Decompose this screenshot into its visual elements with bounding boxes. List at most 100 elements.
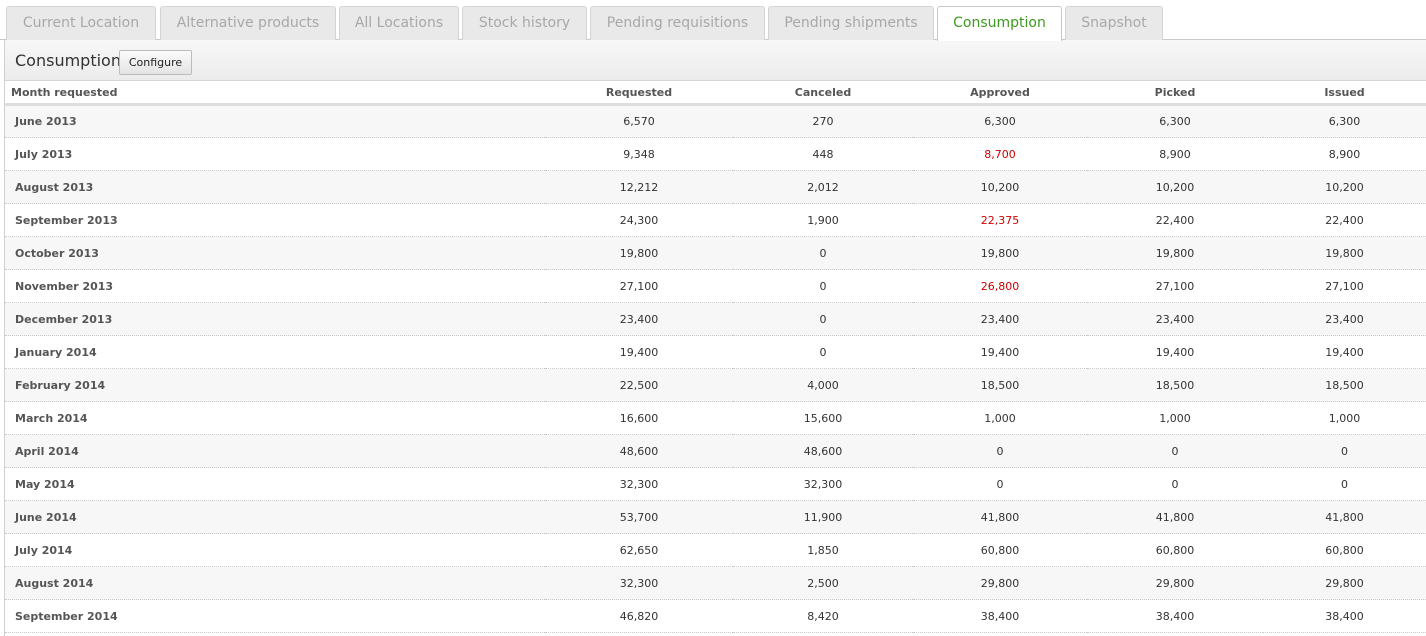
cell-picked: 10,200 (1087, 170, 1263, 204)
cell-month: April 2014 (5, 434, 545, 468)
cell-issued: 0 (1263, 434, 1426, 468)
table-row: September 2013 24,300 1,900 22,375 22,400 22,… (5, 203, 1426, 237)
cell-approved: 29,800 (913, 566, 1087, 600)
configure-button[interactable]: Configure (119, 50, 192, 75)
cell-canceled: 0 (733, 269, 913, 303)
cell-approved: 8,700 (913, 137, 1087, 171)
cell-canceled: 0 (733, 335, 913, 369)
cell-requested: 46,820 (545, 599, 733, 633)
cell-picked: 29,800 (1087, 566, 1263, 600)
cell-issued: 60,800 (1263, 533, 1426, 567)
column-header-issued[interactable]: Issued (1263, 81, 1426, 106)
cell-picked: 19,800 (1087, 236, 1263, 270)
cell-approved: 10,200 (913, 170, 1087, 204)
cell-picked: 22,400 (1087, 203, 1263, 237)
cell-requested: 6,570 (545, 104, 733, 138)
cell-approved: 18,500 (913, 368, 1087, 402)
cell-month: May 2014 (5, 467, 545, 501)
cell-picked: 18,500 (1087, 368, 1263, 402)
cell-approved: 0 (913, 434, 1087, 468)
cell-canceled: 48,600 (733, 434, 913, 468)
cell-month: February 2014 (5, 368, 545, 402)
cell-picked: 0 (1087, 467, 1263, 501)
consumption-table: Month requested Requested Canceled Appro… (5, 81, 1426, 633)
cell-requested: 24,300 (545, 203, 733, 237)
tab-consumption[interactable]: Consumption (937, 6, 1062, 41)
table-row: March 2014 16,600 15,600 1,000 1,000 1,000 (5, 401, 1426, 435)
cell-month: September 2014 (5, 599, 545, 633)
cell-issued: 18,500 (1263, 368, 1426, 402)
tab-all-locations[interactable]: All Locations (339, 6, 459, 40)
table-body: June 2013 6,570 270 6,300 6,300 6,300 July 201… (5, 104, 1426, 633)
cell-requested: 16,600 (545, 401, 733, 435)
cell-picked: 23,400 (1087, 302, 1263, 336)
cell-month: August 2013 (5, 170, 545, 204)
cell-approved: 19,800 (913, 236, 1087, 270)
cell-issued: 1,000 (1263, 401, 1426, 435)
tab-snapshot[interactable]: Snapshot (1065, 6, 1163, 40)
cell-issued: 19,400 (1263, 335, 1426, 369)
cell-approved: 23,400 (913, 302, 1087, 336)
cell-issued: 0 (1263, 467, 1426, 501)
table-row: June 2014 53,700 11,900 41,800 41,800 41,800 (5, 500, 1426, 534)
tab-alternative-products[interactable]: Alternative products (160, 6, 336, 40)
cell-issued: 10,200 (1263, 170, 1426, 204)
cell-requested: 48,600 (545, 434, 733, 468)
cell-requested: 32,300 (545, 566, 733, 600)
cell-requested: 27,100 (545, 269, 733, 303)
column-header-requested[interactable]: Requested (545, 81, 733, 106)
cell-month: December 2013 (5, 302, 545, 336)
cell-requested: 19,800 (545, 236, 733, 270)
table-row: July 2014 62,650 1,850 60,800 60,800 60,800 (5, 533, 1426, 567)
table-row: September 2014 46,820 8,420 38,400 38,400 38,… (5, 599, 1426, 633)
column-header-month-requested[interactable]: Month requested (5, 81, 545, 106)
cell-requested: 23,400 (545, 302, 733, 336)
cell-picked: 6,300 (1087, 104, 1263, 138)
cell-canceled: 11,900 (733, 500, 913, 534)
cell-issued: 38,400 (1263, 599, 1426, 633)
cell-approved: 19,400 (913, 335, 1087, 369)
table-row: July 2013 9,348 448 8,700 8,900 8,900 (5, 137, 1426, 171)
cell-approved: 26,800 (913, 269, 1087, 303)
tab-current-location[interactable]: Current Location (6, 6, 156, 40)
cell-month: June 2013 (5, 104, 545, 138)
column-header-picked[interactable]: Picked (1087, 81, 1263, 106)
cell-canceled: 2,012 (733, 170, 913, 204)
cell-canceled: 0 (733, 236, 913, 270)
column-header-approved[interactable]: Approved (913, 81, 1087, 106)
cell-requested: 22,500 (545, 368, 733, 402)
cell-issued: 6,300 (1263, 104, 1426, 138)
cell-canceled: 1,850 (733, 533, 913, 567)
cell-canceled: 8,420 (733, 599, 913, 633)
table-row: May 2014 32,300 32,300 0 0 0 (5, 467, 1426, 501)
panel-header: Consumption Configure (5, 40, 1426, 81)
cell-requested: 9,348 (545, 137, 733, 171)
cell-approved: 22,375 (913, 203, 1087, 237)
cell-picked: 41,800 (1087, 500, 1263, 534)
table-row: November 2013 27,100 0 26,800 27,100 27,100 (5, 269, 1426, 303)
cell-picked: 38,400 (1087, 599, 1263, 633)
tab-bar: Current Location Alternative products Al… (0, 0, 1426, 41)
cell-month: October 2013 (5, 236, 545, 270)
tab-pending-shipments[interactable]: Pending shipments (768, 6, 934, 40)
table-row: January 2014 19,400 0 19,400 19,400 19,400 (5, 335, 1426, 369)
cell-canceled: 2,500 (733, 566, 913, 600)
table-header-row: Month requested Requested Canceled Appro… (5, 81, 1426, 106)
cell-month: July 2013 (5, 137, 545, 171)
cell-picked: 8,900 (1087, 137, 1263, 171)
cell-approved: 60,800 (913, 533, 1087, 567)
cell-month: November 2013 (5, 269, 545, 303)
cell-canceled: 1,900 (733, 203, 913, 237)
cell-canceled: 15,600 (733, 401, 913, 435)
cell-canceled: 448 (733, 137, 913, 171)
cell-month: March 2014 (5, 401, 545, 435)
tab-pending-requisitions[interactable]: Pending requisitions (590, 6, 765, 40)
cell-canceled: 270 (733, 104, 913, 138)
tab-stock-history[interactable]: Stock history (462, 6, 587, 40)
column-header-canceled[interactable]: Canceled (733, 81, 913, 106)
cell-approved: 1,000 (913, 401, 1087, 435)
table-row: February 2014 22,500 4,000 18,500 18,500 18,5… (5, 368, 1426, 402)
cell-requested: 62,650 (545, 533, 733, 567)
cell-month: January 2014 (5, 335, 545, 369)
cell-issued: 29,800 (1263, 566, 1426, 600)
